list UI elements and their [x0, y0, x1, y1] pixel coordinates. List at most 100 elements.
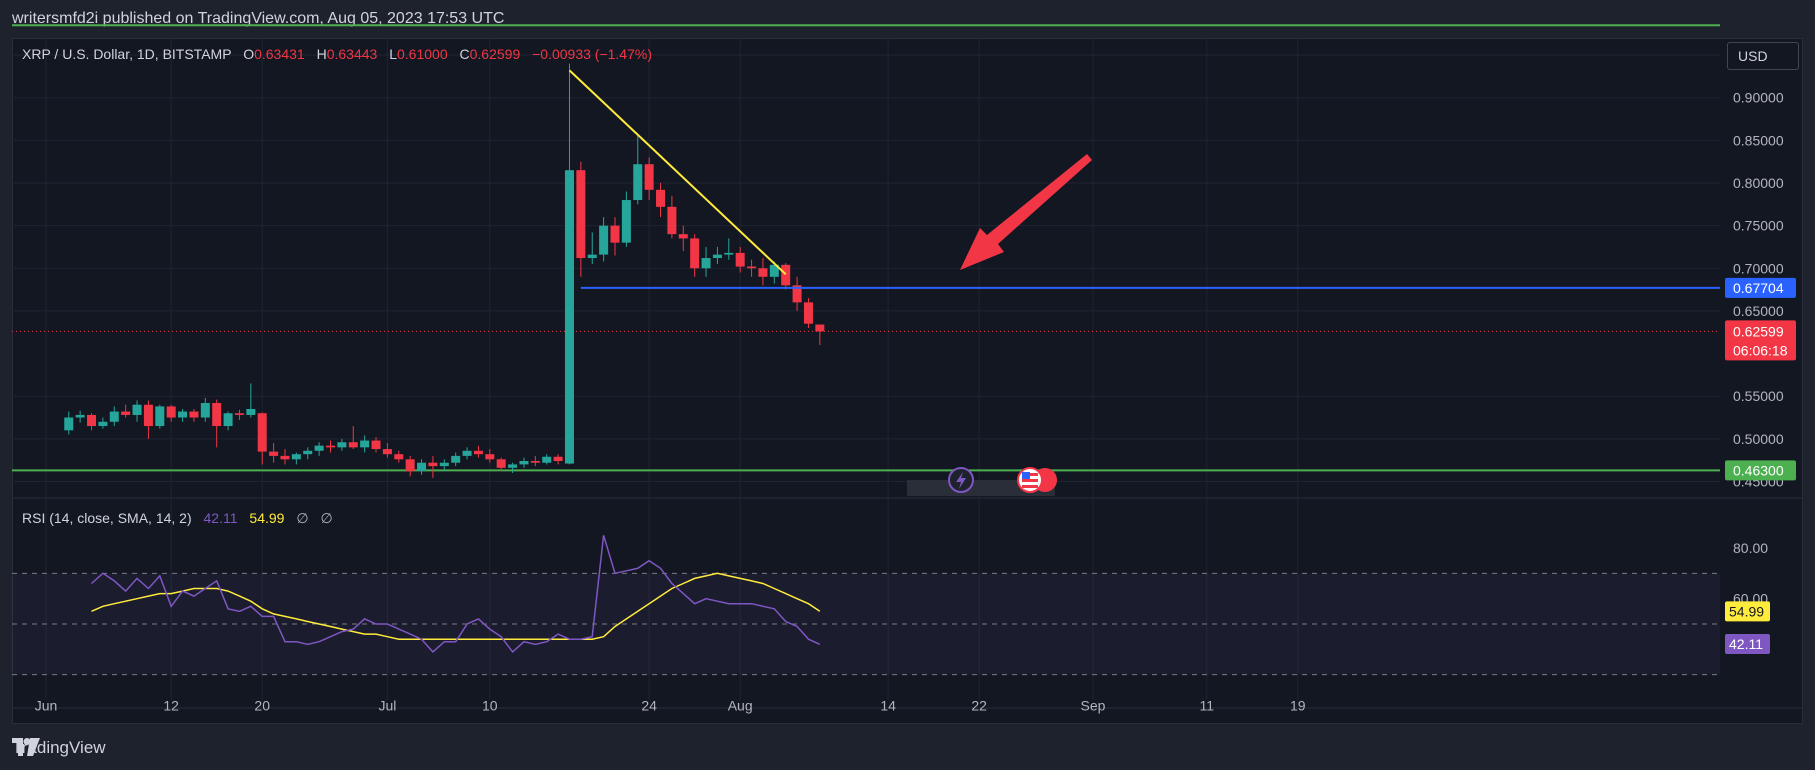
- price-tick-label: 0.55000: [1733, 388, 1784, 404]
- candlesticks[interactable]: [64, 63, 825, 479]
- candle: [87, 413, 97, 431]
- candle: [576, 161, 586, 277]
- last-price-badge-bg: [1725, 320, 1796, 361]
- candle-body: [758, 268, 768, 277]
- candle-body: [599, 225, 609, 255]
- time-tick-label: 24: [641, 697, 657, 713]
- candle: [200, 397, 210, 422]
- time-tick-label: Sep: [1080, 697, 1105, 713]
- legend-h-label: H: [317, 46, 327, 62]
- candle-body: [633, 164, 643, 201]
- price-tick-label: 0.65000: [1733, 303, 1784, 319]
- rsi-legend: RSI (14, close, SMA, 14, 2) 42.11 54.99 …: [22, 510, 333, 526]
- candle-body: [701, 258, 711, 269]
- candle-body: [621, 200, 631, 243]
- candle: [587, 232, 597, 264]
- candle: [64, 411, 74, 435]
- candle: [121, 404, 131, 418]
- candle: [792, 276, 802, 311]
- candle-body: [587, 254, 597, 259]
- candle-body: [644, 164, 654, 190]
- candle: [815, 324, 825, 346]
- annotations[interactable]: [960, 154, 1092, 270]
- candle: [394, 450, 404, 463]
- top-bar: writersmfd2i published on TradingView.co…: [0, 0, 1815, 38]
- candle-body: [485, 454, 495, 460]
- candle: [212, 399, 222, 448]
- candle: [633, 135, 643, 205]
- legend: XRP / U.S. Dollar, 1D, BITSTAMP O0.63431…: [22, 46, 652, 62]
- legend-o-label: O: [243, 46, 254, 62]
- candle: [178, 408, 188, 422]
- time-tick-label: 14: [880, 697, 896, 713]
- candle-body: [382, 449, 392, 455]
- tradingview-brand[interactable]: TradingView: [12, 738, 106, 758]
- rsi-legend-extra-2: ∅: [320, 510, 332, 526]
- candle: [223, 411, 233, 431]
- chart-frame[interactable]: [12, 38, 1803, 724]
- countdown-badge: 06:06:18: [1733, 342, 1788, 358]
- candle: [451, 452, 461, 467]
- candle-body: [143, 404, 153, 427]
- candle: [326, 440, 335, 453]
- candle: [417, 459, 427, 475]
- rsi-value-badge-bg: [1725, 633, 1770, 654]
- candle: [519, 457, 529, 468]
- candle-body: [394, 454, 404, 460]
- price-tick-label: 0.70000: [1733, 260, 1784, 276]
- legend-change: −0.00933 (−1.47%): [532, 46, 652, 62]
- trend-line: [568, 69, 787, 275]
- price-tick-label: 0.80000: [1733, 175, 1784, 191]
- candle-body: [326, 445, 335, 448]
- time-axis[interactable]: Jun 12 20 Jul 10 24 Aug 14 22 Sep 11 19: [35, 697, 1306, 713]
- candle-body: [564, 170, 574, 464]
- candle-body: [132, 404, 142, 415]
- candle-body: [303, 450, 313, 455]
- candle-body: [576, 170, 586, 259]
- candle: [610, 217, 620, 256]
- legend-close: 0.62599: [470, 46, 521, 62]
- price-axis[interactable]: 0.950000.900000.850000.800000.750000.700…: [1725, 47, 1796, 489]
- candle-body: [428, 462, 438, 467]
- bottom-price-badge-bg: [1725, 460, 1796, 481]
- candle-body: [519, 461, 529, 465]
- candle: [166, 404, 176, 422]
- lightning-icon[interactable]: [948, 467, 974, 493]
- trend-lines[interactable]: [568, 69, 1720, 289]
- legend-low: 0.61000: [397, 46, 448, 62]
- candle-body: [200, 403, 210, 418]
- candle-body: [64, 417, 74, 431]
- candle-body: [75, 414, 85, 418]
- legend-symbol: XRP / U.S. Dollar, 1D, BITSTAMP: [22, 46, 231, 62]
- candle: [735, 246, 745, 273]
- support-price-badge-bg: [1725, 277, 1796, 298]
- candle: [473, 445, 483, 458]
- candle: [690, 234, 700, 277]
- candle: [348, 426, 358, 450]
- price-chart[interactable]: 0.950000.900000.850000.800000.750000.700…: [0, 0, 1815, 728]
- candle-body: [553, 456, 563, 462]
- candle-body: [417, 462, 427, 472]
- rsi-tick-label: 80.00: [1733, 540, 1768, 556]
- us-flag-icon[interactable]: [1017, 467, 1057, 493]
- candle-body: [496, 459, 506, 468]
- candle-body: [781, 264, 791, 286]
- candle-body: [769, 264, 779, 277]
- candle-body: [109, 411, 119, 422]
- candle: [314, 442, 324, 456]
- price-tick-label: 0.90000: [1733, 90, 1784, 106]
- time-tick-label: 12: [163, 697, 179, 713]
- candle: [508, 462, 518, 473]
- candle: [155, 404, 165, 429]
- candle-body: [439, 462, 449, 467]
- candle-body: [542, 456, 552, 463]
- candle: [143, 400, 153, 439]
- candle: [803, 298, 813, 328]
- candle: [530, 455, 540, 467]
- currency-button[interactable]: USD: [1727, 42, 1799, 70]
- candle: [337, 438, 347, 451]
- rsi-sma-badge-bg: [1725, 601, 1770, 622]
- candle-body: [155, 406, 165, 427]
- bottom-price-badge: 0.46300: [1733, 462, 1784, 478]
